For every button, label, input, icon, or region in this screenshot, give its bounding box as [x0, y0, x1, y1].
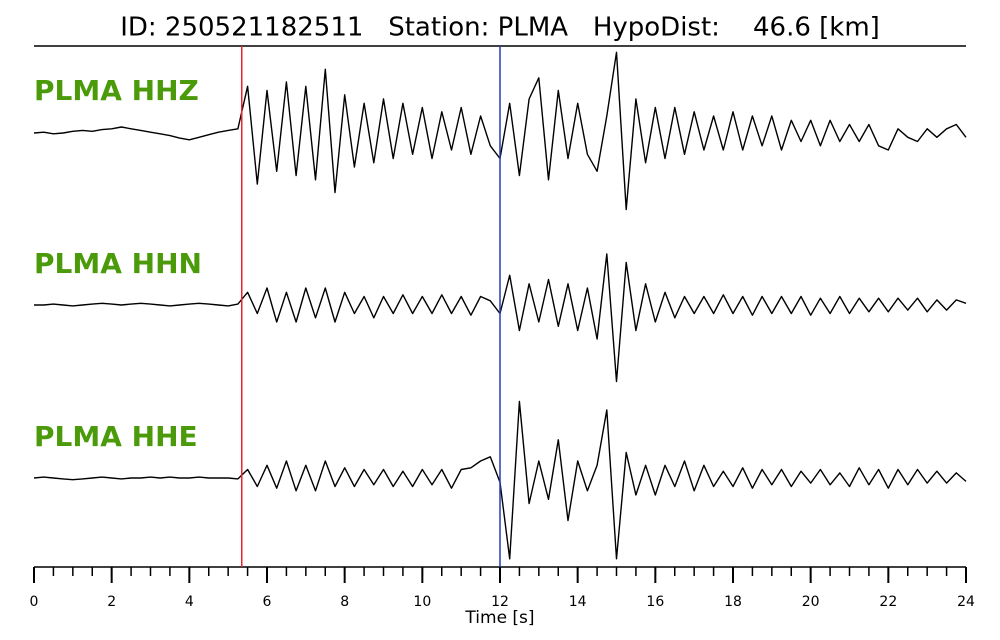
x-tick-label: 8: [340, 594, 349, 610]
x-tick-label: 24: [957, 594, 975, 610]
x-tick-label: 10: [413, 594, 431, 610]
trace-label: PLMA HHN: [34, 247, 202, 280]
x-axis-label: Time [s]: [464, 608, 534, 628]
x-tick-label: 12: [491, 594, 509, 610]
x-tick-label: 18: [724, 594, 742, 610]
trace-label: PLMA HHZ: [34, 74, 199, 107]
x-tick-label: 20: [802, 594, 820, 610]
x-tick-label: 4: [185, 594, 194, 610]
trace-label: PLMA HHE: [34, 420, 198, 453]
x-tick-label: 0: [30, 594, 39, 610]
chart-title: ID: 250521182511 Station: PLMA HypoDist:…: [120, 13, 880, 43]
x-tick-label: 6: [263, 594, 272, 610]
x-tick-label: 16: [646, 594, 664, 610]
x-tick-label: 2: [107, 594, 116, 610]
x-tick-label: 14: [569, 594, 587, 610]
x-tick-label: 22: [879, 594, 897, 610]
